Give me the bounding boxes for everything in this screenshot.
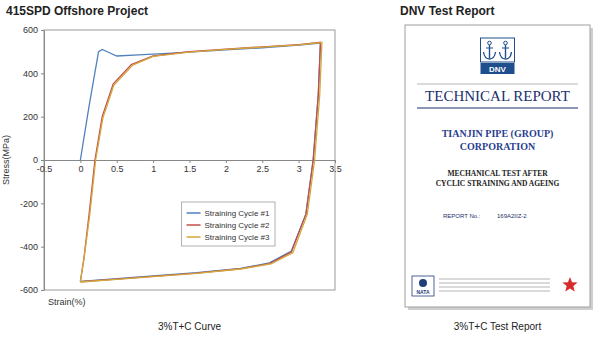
y-tick: 200 bbox=[23, 112, 44, 122]
report-caption: 3%T+C Test Report bbox=[454, 321, 542, 332]
x-tick-mark bbox=[262, 160, 263, 163]
x-tick-mark bbox=[153, 160, 154, 163]
y-tick: -400 bbox=[20, 242, 44, 252]
legend-label: Straining Cycle #2 bbox=[205, 221, 270, 230]
badge-text: NATA bbox=[416, 289, 430, 295]
x-tick-mark bbox=[190, 160, 191, 163]
report-subject: MECHANICAL TEST AFTERCYCLIC STRAINING AN… bbox=[436, 169, 560, 188]
series-line bbox=[80, 43, 320, 281]
x-tick: 2 bbox=[224, 160, 229, 174]
x-axis-title: Strain(%) bbox=[48, 297, 86, 307]
y-tick: 600 bbox=[23, 25, 44, 35]
x-tick: 3 bbox=[297, 160, 302, 174]
x-tick: 0.5 bbox=[111, 160, 124, 174]
x-tick-label: 2.5 bbox=[256, 164, 269, 174]
y-tick-mark bbox=[41, 160, 44, 161]
legend-item: Straining Cycle #1 bbox=[187, 209, 270, 218]
series-group bbox=[80, 42, 322, 282]
star-logo bbox=[562, 277, 577, 291]
badge-icon bbox=[419, 279, 427, 287]
fine-print bbox=[439, 283, 550, 284]
x-tick-label: 3.5 bbox=[329, 164, 342, 174]
x-tick-label: 0 bbox=[78, 164, 83, 174]
x-tick: 2.5 bbox=[256, 160, 269, 174]
y-tick: 400 bbox=[23, 69, 44, 79]
y-tick-label: -400 bbox=[20, 242, 38, 252]
y-tick-label: -200 bbox=[20, 199, 38, 209]
x-tick-mark bbox=[299, 160, 300, 163]
legend: Straining Cycle #1 Straining Cycle #2 Stra… bbox=[182, 202, 275, 246]
legend-swatch bbox=[187, 212, 201, 214]
logo-text: DNV bbox=[489, 65, 507, 74]
y-tick-mark bbox=[41, 247, 44, 248]
fine-print bbox=[439, 279, 550, 280]
chart-caption: 3%T+C Curve bbox=[158, 321, 222, 332]
logo-anchor bbox=[484, 41, 496, 59]
y-tick-label: 400 bbox=[23, 69, 38, 79]
x-tick-label: 3 bbox=[297, 164, 302, 174]
report-no-label: REPORT No.: bbox=[443, 213, 481, 219]
plot-frame bbox=[44, 30, 335, 290]
x-tick-label: 1 bbox=[151, 164, 156, 174]
dnv-logo: DNV bbox=[481, 38, 515, 74]
legend-item: Straining Cycle #3 bbox=[187, 233, 270, 242]
x-tick-mark bbox=[117, 160, 118, 163]
badge-box bbox=[412, 276, 434, 296]
report-company: TIANJIN PIPE (GROUP)CORPORATION bbox=[442, 128, 554, 152]
x-tick: 1.5 bbox=[184, 160, 197, 174]
y-axis: -600-400-2000200400600 bbox=[20, 25, 45, 295]
y-tick: -200 bbox=[20, 199, 44, 209]
x-tick: -0.5 bbox=[37, 160, 53, 174]
canvas: 415SPD Offshore Project -600 -400 -200 0 200 4… bbox=[0, 0, 600, 358]
chart-title: 415SPD Offshore Project bbox=[6, 4, 148, 18]
x-tick: 1 bbox=[151, 160, 156, 174]
fine-print bbox=[439, 287, 550, 288]
y-tick-mark bbox=[41, 290, 44, 291]
report-title: DNV Test Report bbox=[400, 4, 494, 18]
legend-swatch bbox=[187, 236, 201, 238]
x-tick-mark bbox=[335, 160, 336, 163]
y-tick-mark bbox=[41, 30, 44, 31]
y-tick-mark bbox=[41, 73, 44, 74]
y-tick-mark bbox=[41, 117, 44, 118]
legend-label: Straining Cycle #1 bbox=[205, 209, 270, 218]
x-tick-mark bbox=[226, 160, 227, 163]
x-tick-label: 1.5 bbox=[184, 164, 197, 174]
y-tick-label: 600 bbox=[23, 25, 38, 35]
fine-print bbox=[439, 291, 550, 292]
x-tick-label: -0.5 bbox=[37, 164, 53, 174]
legend-label: Straining Cycle #3 bbox=[205, 233, 270, 242]
y-tick-mark bbox=[41, 203, 44, 204]
x-tick-label: 2 bbox=[224, 164, 229, 174]
series-line bbox=[80, 42, 320, 281]
x-tick: 0 bbox=[78, 160, 83, 174]
legend-item: Straining Cycle #2 bbox=[187, 221, 270, 230]
y-axis-line bbox=[44, 31, 45, 291]
series-line bbox=[80, 43, 322, 282]
report-no: 169A2IIZ-2 bbox=[497, 213, 527, 219]
rule bbox=[417, 107, 578, 108]
legend-swatch bbox=[187, 224, 201, 226]
logo-band bbox=[481, 63, 515, 74]
y-tick: -600 bbox=[20, 285, 44, 295]
x-tick-mark bbox=[80, 160, 81, 163]
x-tick-label: 0.5 bbox=[111, 164, 124, 174]
x-tick-mark bbox=[44, 160, 45, 163]
logo-frame bbox=[481, 38, 515, 62]
report-heading: TECHNICAL REPORT bbox=[425, 88, 570, 104]
logo-anchor bbox=[500, 41, 512, 59]
x-axis: -0.5 0 0.5 1 1.5 2 2.5 3 3.5 bbox=[37, 160, 342, 174]
y-axis-title: Stress(MPa) bbox=[1, 135, 11, 185]
x-tick: 3.5 bbox=[329, 160, 342, 174]
y-tick-label: 200 bbox=[23, 112, 38, 122]
y-tick-label: -600 bbox=[20, 285, 38, 295]
legend-box bbox=[182, 202, 275, 246]
rule bbox=[417, 84, 578, 85]
page bbox=[405, 25, 590, 307]
